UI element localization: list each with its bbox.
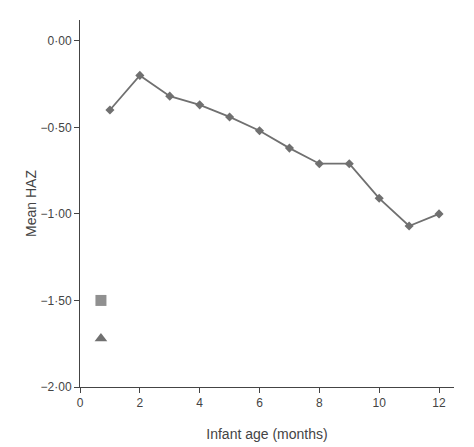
svg-text:8: 8 [316,396,323,410]
svg-text:−0·50: −0·50 [41,121,72,135]
svg-text:12: 12 [432,396,446,410]
svg-text:10: 10 [373,396,387,410]
svg-text:−1·00: −1·00 [41,207,72,221]
svg-text:Infant age (months): Infant age (months) [206,426,327,442]
svg-text:−2·00: −2·00 [41,380,72,394]
svg-text:2: 2 [136,396,143,410]
svg-text:Mean HAZ: Mean HAZ [23,170,39,237]
svg-text:−1·50: −1·50 [41,294,72,308]
svg-text:0: 0 [77,396,84,410]
svg-text:6: 6 [256,396,263,410]
svg-text:4: 4 [196,396,203,410]
svg-text:0·00: 0·00 [48,34,72,48]
